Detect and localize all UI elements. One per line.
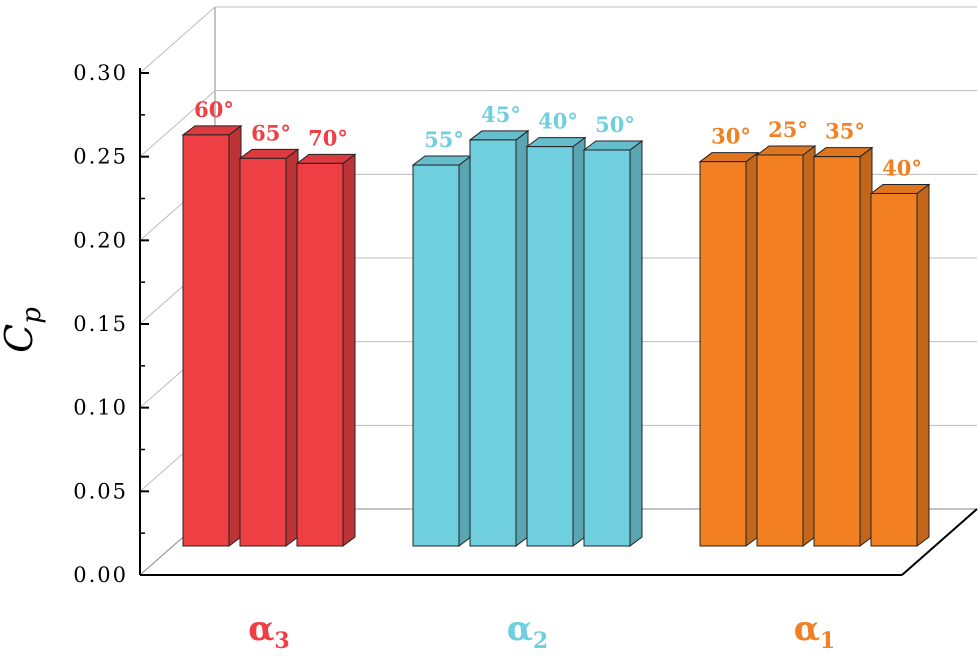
- x-axis-depth-line: [901, 508, 978, 576]
- group-label-subscript: 3: [274, 628, 289, 654]
- y-axis-label-subscript: p: [17, 307, 47, 324]
- bar-side-face: [515, 129, 529, 547]
- group-label: α2: [507, 609, 548, 654]
- bar-side-face: [228, 124, 242, 547]
- y-axis-label-main: C: [0, 324, 41, 353]
- y-tick-label: 0.15: [73, 312, 128, 336]
- bar-front: [296, 162, 344, 547]
- y-tick-label: 0.25: [73, 145, 128, 169]
- group-label-main: α: [507, 609, 533, 649]
- bar-label: 60°: [194, 97, 234, 122]
- group-label-subscript: 2: [533, 628, 548, 654]
- bar-front: [583, 149, 631, 547]
- bar-front: [813, 156, 861, 547]
- y-tick-label: 0.00: [73, 563, 128, 587]
- bar-label: 35°: [825, 119, 865, 144]
- bar-side-face: [342, 153, 356, 547]
- bar-label: 65°: [251, 120, 291, 145]
- bar-side-face: [572, 136, 586, 547]
- bar-layer: [181, 124, 931, 547]
- bar-side-face: [629, 139, 643, 547]
- axis-layer: 0.00 0.05 0.10 0.15 0.20 0.25 0.30: [73, 61, 978, 587]
- group-label-main: α: [248, 609, 274, 649]
- bar-front: [182, 134, 230, 547]
- group-label: α3: [248, 609, 289, 654]
- bar-front: [469, 139, 517, 547]
- bar-front: [870, 192, 918, 547]
- y-tick-label: 0.20: [73, 228, 128, 252]
- bar-label: 25°: [768, 117, 808, 142]
- bar-front: [239, 157, 287, 547]
- bar-label: 40°: [538, 109, 578, 134]
- bar-front: [756, 154, 804, 547]
- bar-front: [412, 164, 460, 547]
- y-axis-label: Cp: [0, 307, 47, 353]
- bar-label: 30°: [711, 124, 751, 149]
- y-tick-label: 0.10: [73, 396, 128, 420]
- bar-side-face: [916, 183, 930, 547]
- bar-label: 45°: [481, 102, 521, 127]
- bar-side-face: [285, 148, 299, 547]
- bar-label: 40°: [882, 155, 922, 180]
- bar-side-face: [859, 146, 873, 547]
- bar-label: 55°: [424, 127, 464, 152]
- gridline-side: [139, 90, 216, 158]
- y-tick-label: 0.30: [73, 61, 128, 85]
- group-label-main: α: [794, 609, 820, 649]
- group-label-subscript: 1: [820, 628, 835, 654]
- bar-side-face: [802, 144, 816, 547]
- bar-side-face: [745, 151, 759, 547]
- bar-front: [699, 161, 747, 547]
- group-label: α1: [794, 609, 835, 654]
- bar-front: [526, 146, 574, 547]
- y-tick-label: 0.05: [73, 479, 128, 503]
- bar-label: 70°: [308, 125, 348, 150]
- gridline-side: [139, 6, 216, 74]
- bar-side-face: [458, 155, 472, 547]
- bar-label: 50°: [595, 112, 635, 137]
